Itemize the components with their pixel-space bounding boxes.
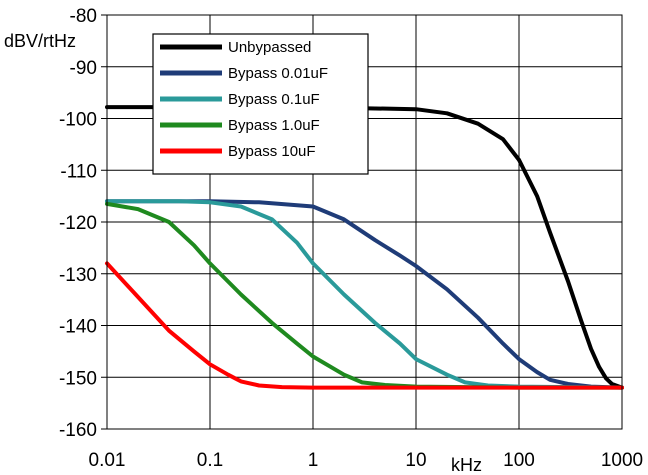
series-line-5	[105, 261, 624, 390]
series-line-3	[105, 199, 624, 390]
y-tick-label: -80	[70, 6, 97, 27]
y-tick-label: -110	[60, 161, 97, 182]
x-axis-tick-labels: 0.01 0.1 1 10 100 1000	[89, 450, 644, 471]
y-tick-label: -120	[59, 213, 97, 234]
y-axis-tick-labels: -160 -150 -140 -130 -120 -110 -100 -90 -80	[59, 6, 97, 441]
legend-label: Bypass 0.01uF	[228, 65, 328, 82]
y-tick-label: -150	[59, 368, 97, 389]
x-tick-label: 1000	[601, 450, 643, 471]
x-tick-label: 1	[308, 450, 319, 471]
series-line-2	[105, 199, 624, 390]
legend-label: Unbypassed	[228, 39, 311, 56]
y-tick-label: -90	[70, 58, 97, 79]
y-tick-label: -130	[59, 265, 97, 286]
x-tick-label: 10	[405, 450, 426, 471]
plot-area-border	[106, 14, 623, 430]
legend-label: Bypass 10uF	[228, 143, 316, 160]
x-axis-label: kHz	[451, 455, 482, 475]
x-tick-label: 0.01	[89, 450, 126, 471]
legend: Unbypassed Bypass 0.01uF Bypass 0.1uF Bypas…	[152, 33, 369, 175]
x-tick-label: 100	[503, 450, 535, 471]
y-tick-label: -160	[59, 420, 97, 441]
legend-label: Bypass 1.0uF	[228, 117, 320, 134]
y-tick-label: -100	[59, 110, 97, 131]
y-axis-label: dBV/rtHz	[4, 31, 76, 51]
y-tick-label: -140	[59, 317, 97, 338]
x-tick-label: 0.1	[197, 450, 223, 471]
legend-label: Bypass 0.1uF	[228, 91, 320, 108]
